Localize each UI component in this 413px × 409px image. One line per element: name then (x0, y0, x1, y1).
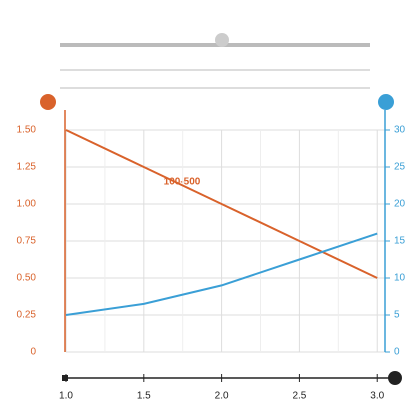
x-axis-start (62, 375, 68, 381)
y-tick-label: 0.25 (17, 310, 37, 321)
y-tick-label: 0.50 (17, 273, 37, 284)
x-tick-label: 1.5 (137, 391, 151, 402)
right-axis-icon[interactable] (378, 94, 394, 110)
data-line (65, 129, 378, 279)
y-tick-label: 1.50 (17, 125, 37, 136)
y2-tick-label: 0 (394, 347, 400, 358)
y2-tick-label: 5 (394, 310, 400, 321)
left-axis-icon[interactable] (40, 94, 56, 110)
y2-tick-label: 30 (394, 125, 406, 136)
x-tick-label: 2.0 (215, 391, 229, 402)
x-tick-label: 3.0 (370, 391, 384, 402)
slider-handle[interactable] (215, 33, 229, 47)
x-tick-label: 2.5 (292, 391, 306, 402)
data-line (65, 232, 378, 316)
y2-tick-label: 10 (394, 273, 406, 284)
y2-tick-label: 20 (394, 199, 406, 210)
x-axis-icon[interactable] (388, 371, 402, 385)
y-tick-label: 1.00 (17, 199, 37, 210)
y2-tick-label: 15 (394, 236, 406, 247)
y-tick-label: 0.75 (17, 236, 37, 247)
x-tick-label: 1.0 (59, 391, 73, 402)
y-tick-label: 1.25 (17, 162, 37, 173)
y-tick-label: 0 (30, 347, 36, 358)
y2-tick-label: 25 (394, 162, 406, 173)
